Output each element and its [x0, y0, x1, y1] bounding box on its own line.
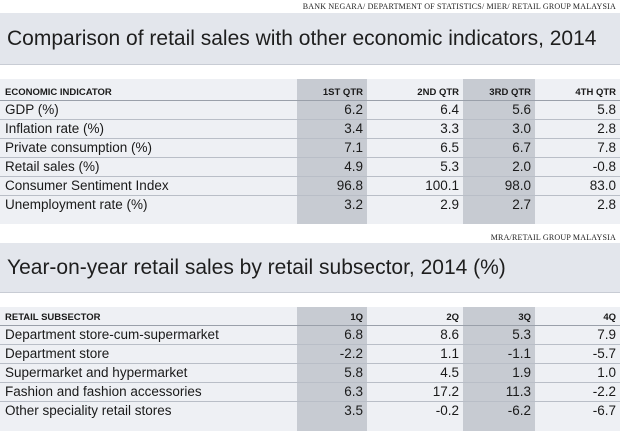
table-cell: 7.1 [297, 138, 367, 158]
table-row: Other speciality retail stores 3.5 -0.2 … [0, 401, 620, 420]
table-cell: 5.3 [367, 157, 463, 177]
retail-subsector-table: RETAIL SUBSECTOR 1Q 2Q 3Q 4Q Department … [0, 307, 620, 420]
table-row: Supermarket and hypermarket 5.8 4.5 1.9 … [0, 363, 620, 383]
table-cell: 4.5 [367, 363, 463, 383]
table-row: Retail sales (%) 4.9 5.3 2.0 -0.8 [0, 157, 620, 177]
table-cell: 98.0 [463, 176, 535, 196]
table-cell: -1.1 [463, 344, 535, 364]
row-label: Other speciality retail stores [5, 403, 172, 419]
row-label: Supermarket and hypermarket [0, 363, 297, 383]
table-cell: 1.0 [535, 363, 620, 383]
table-cell: 3.5 [344, 403, 363, 419]
table-cell: -0.8 [535, 157, 620, 177]
table-row: Department store -2.2 1.1 -1.1 -5.7 [0, 344, 620, 364]
table-cell: 6.5 [367, 138, 463, 158]
row-label: Inflation rate (%) [0, 119, 297, 139]
column-header: RETAIL SUBSECTOR [0, 307, 297, 326]
table-area: RETAIL SUBSECTOR 1Q 2Q 3Q 4Q Department … [0, 307, 620, 431]
table-cell: 17.2 [367, 382, 463, 402]
row-label: GDP (%) [0, 100, 297, 120]
column-header: 3RD QTR [463, 79, 535, 101]
table-cell: -2.2 [297, 344, 367, 364]
table-row: Department store-cum-supermarket 6.8 8.6… [0, 325, 620, 345]
column-header: 1Q [297, 307, 367, 326]
table-title: Comparison of retail sales with other ec… [7, 26, 597, 50]
table-cell: 5.6 [463, 100, 535, 120]
economic-indicators-panel: Comparison of retail sales with other ec… [0, 13, 620, 224]
economic-indicators-table: ECONOMIC INDICATOR 1ST QTR 2ND QTR 3RD Q… [0, 79, 620, 214]
row-label: Consumer Sentiment Index [0, 176, 297, 196]
table-cell: 7.8 [535, 138, 620, 158]
table-cell: 6.8 [297, 325, 367, 345]
row-label: Department store-cum-supermarket [0, 325, 297, 345]
table-cell: 100.1 [367, 176, 463, 196]
column-header: 1ST QTR [297, 79, 367, 101]
column-header: 3Q [463, 307, 535, 326]
table-cell: 2.9 [440, 197, 459, 213]
table-cell: 8.6 [367, 325, 463, 345]
table-cell: 5.3 [463, 325, 535, 345]
table-cell: 5.8 [297, 363, 367, 383]
table-cell: 7.9 [535, 325, 620, 345]
column-header: 2Q [367, 307, 463, 326]
table-cell: 6.4 [367, 100, 463, 120]
table-cell: 83.0 [535, 176, 620, 196]
title-band: Year-on-year retail sales by retail subs… [0, 243, 620, 293]
table-cell: -5.7 [535, 344, 620, 364]
table-row: Consumer Sentiment Index 96.8 100.1 98.0… [0, 176, 620, 196]
column-header: 4TH QTR [535, 79, 620, 101]
table-row: GDP (%) 6.2 6.4 5.6 5.8 [0, 100, 620, 120]
table-cell: -6.7 [592, 403, 616, 419]
table-cell: 5.8 [535, 100, 620, 120]
table-row: Inflation rate (%) 3.4 3.3 3.0 2.8 [0, 119, 620, 139]
table-cell: 2.7 [512, 197, 531, 213]
table-cell: 6.3 [297, 382, 367, 402]
table-cell: 2.8 [535, 119, 620, 139]
row-label: Fashion and fashion accessories [0, 382, 297, 402]
table-title: Year-on-year retail sales by retail subs… [7, 255, 506, 279]
row-label: Unemployment rate (%) [5, 197, 148, 213]
table-cell: 6.2 [297, 100, 367, 120]
table-cell: 3.4 [297, 119, 367, 139]
row-label: Private consumption (%) [0, 138, 297, 158]
row-label: Department store [0, 344, 297, 364]
table-row: Fashion and fashion accessories 6.3 17.2… [0, 382, 620, 402]
header-row: ECONOMIC INDICATOR 1ST QTR 2ND QTR 3RD Q… [0, 79, 620, 101]
source-credit: MRA/RETAIL GROUP MALAYSIA [490, 233, 616, 242]
table-row: Unemployment rate (%) 3.2 2.9 2.7 2.8 [0, 195, 620, 214]
header-row: RETAIL SUBSECTOR 1Q 2Q 3Q 4Q [0, 307, 620, 326]
table-cell: 3.3 [367, 119, 463, 139]
table-cell: -2.2 [535, 382, 620, 402]
source-credit: BANK NEGARA/ DEPARTMENT OF STATISTICS/ M… [302, 2, 616, 11]
table-cell: 11.3 [463, 382, 535, 402]
table-cell: 1.9 [463, 363, 535, 383]
row-label: Retail sales (%) [0, 157, 297, 177]
table-cell: 3.0 [463, 119, 535, 139]
table-area: ECONOMIC INDICATOR 1ST QTR 2ND QTR 3RD Q… [0, 79, 620, 224]
title-band: Comparison of retail sales with other ec… [0, 13, 620, 65]
table-cell: 6.7 [463, 138, 535, 158]
table-row: Private consumption (%) 7.1 6.5 6.7 7.8 [0, 138, 620, 158]
column-header: 2ND QTR [367, 79, 463, 101]
table-cell: 2.0 [463, 157, 535, 177]
retail-subsector-panel: Year-on-year retail sales by retail subs… [0, 243, 620, 431]
table-cell: -0.2 [435, 403, 459, 419]
table-cell: -6.2 [507, 403, 531, 419]
table-cell: 96.8 [297, 176, 367, 196]
column-header: ECONOMIC INDICATOR [0, 79, 297, 101]
table-cell: 2.8 [597, 197, 616, 213]
column-header: 4Q [535, 307, 620, 326]
table-cell: 1.1 [367, 344, 463, 364]
table-cell: 3.2 [344, 197, 363, 213]
table-cell: 4.9 [297, 157, 367, 177]
